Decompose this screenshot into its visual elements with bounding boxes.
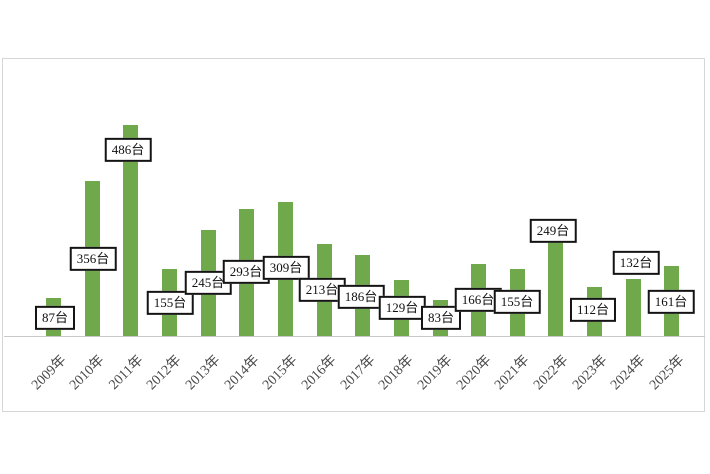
chart-panel (2, 58, 705, 412)
data-label-2012: 155台 (146, 290, 194, 316)
data-label-2022: 249台 (529, 218, 577, 244)
data-label-2024: 132台 (612, 250, 660, 276)
data-label-2010: 356台 (69, 246, 117, 272)
bar-2024 (625, 279, 641, 336)
data-label-2020: 166台 (454, 287, 502, 313)
data-label-2015: 309台 (262, 255, 310, 281)
data-label-2016: 213台 (298, 277, 346, 303)
data-label-2023: 112台 (569, 297, 617, 323)
data-label-2009: 87台 (34, 305, 76, 331)
data-label-2018: 129台 (378, 295, 426, 321)
data-label-2021: 155台 (493, 289, 541, 315)
data-label-2025: 161台 (647, 289, 695, 315)
bar-2022 (548, 228, 564, 336)
bar-2011 (123, 125, 139, 336)
data-label-2019: 83台 (420, 305, 462, 331)
x-axis-line (4, 336, 705, 337)
data-label-2011: 486台 (104, 137, 152, 163)
data-label-2017: 186台 (337, 284, 385, 310)
